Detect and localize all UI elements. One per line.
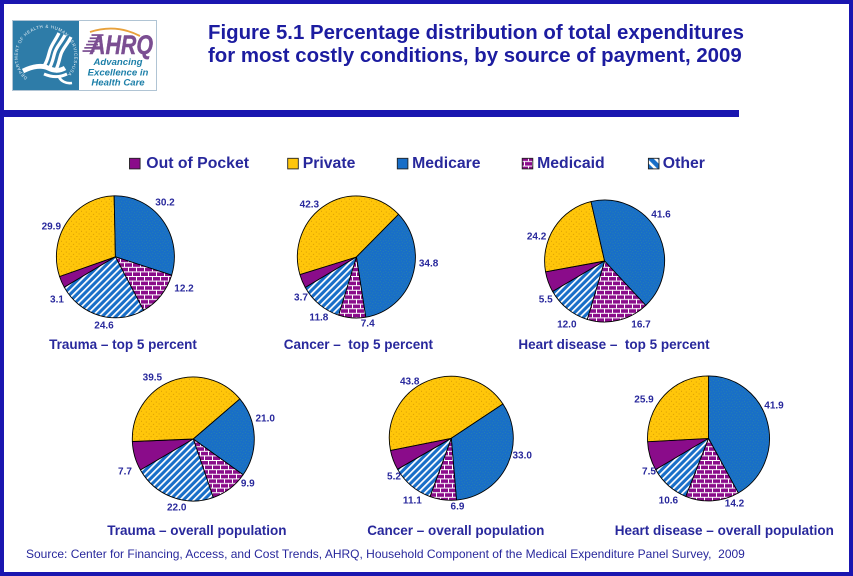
svg-text:Advancing: Advancing: [92, 57, 142, 68]
svg-text:Health Care: Health Care: [91, 78, 145, 89]
svg-text:Excellence in: Excellence in: [88, 67, 149, 78]
